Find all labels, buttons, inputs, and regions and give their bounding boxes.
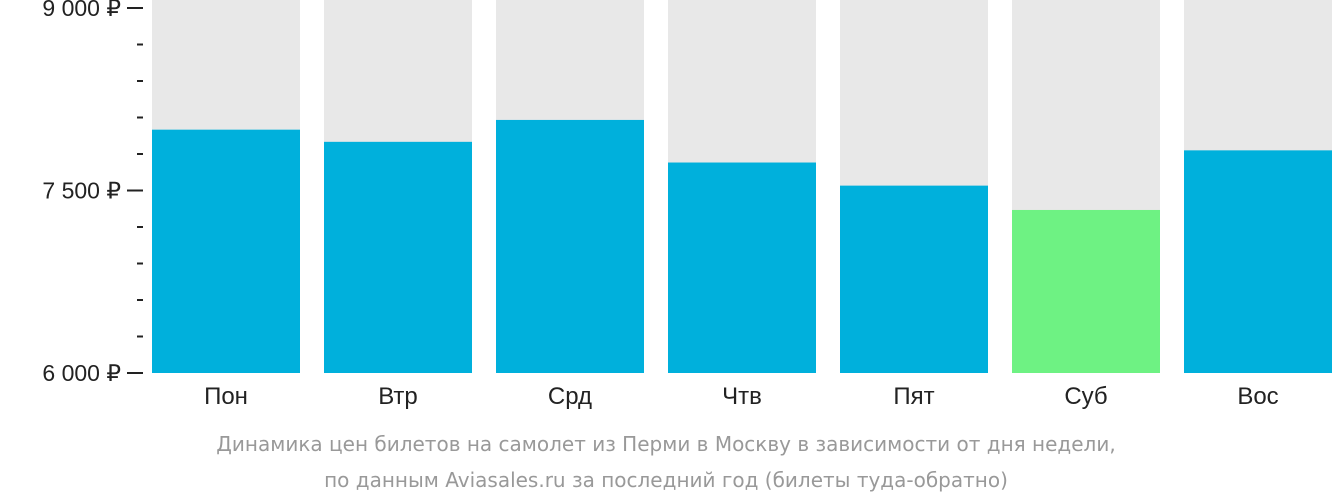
y-axis: 9 000 ₽ 7 500 ₽ 6 000 ₽: [42, 0, 143, 386]
bar-5: [840, 185, 988, 373]
chart-caption-line-1: Динамика цен билетов на самолет из Перми…: [216, 432, 1116, 456]
x-tick-label: Втр: [378, 383, 418, 410]
y-tick-label: 7 500 ₽: [42, 178, 121, 204]
y-tick-label: 6 000 ₽: [42, 360, 121, 386]
bar-2: [324, 141, 472, 373]
y-tick-label: 9 000 ₽: [42, 0, 121, 21]
bar-3: [496, 119, 644, 373]
bar-6: [1012, 209, 1160, 373]
x-tick-label: Суб: [1064, 383, 1107, 410]
x-tick-label: Пон: [204, 383, 248, 410]
bar-7: [1184, 150, 1332, 373]
x-tick-label: Чтв: [722, 383, 762, 410]
bar-1: [152, 129, 300, 373]
x-tick-label: Вос: [1237, 383, 1278, 410]
bars: [152, 119, 1332, 373]
x-tick-label: Срд: [548, 383, 592, 410]
x-tick-label: Пят: [893, 383, 934, 410]
bar-4: [668, 162, 816, 373]
chart-caption-line-2: по данным Aviasales.ru за последний год …: [324, 468, 1008, 492]
x-axis-labels: Пон Втр Срд Чтв Пят Суб Вос: [204, 383, 1279, 410]
